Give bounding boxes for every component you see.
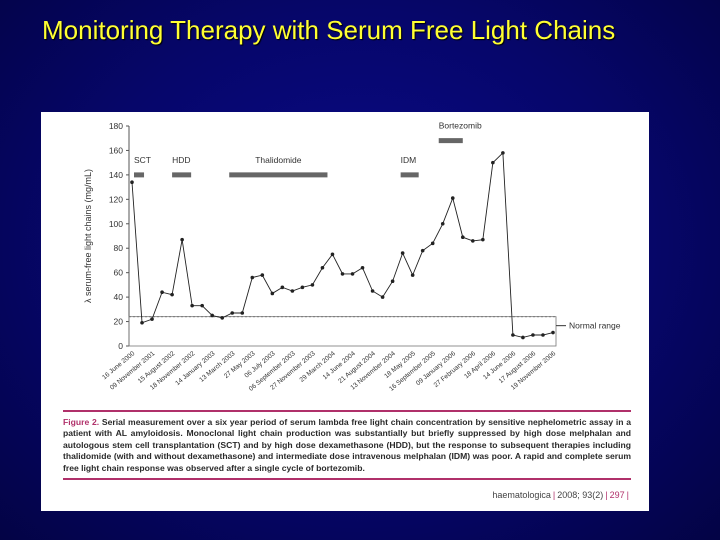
data-point — [210, 313, 214, 318]
data-point — [280, 285, 285, 290]
y-axis-label: λ serum-free light chains (mg/mL) — [83, 169, 93, 303]
data-point — [340, 272, 345, 276]
therapy-label: Bortezomib — [439, 121, 482, 131]
data-point — [260, 273, 265, 277]
journal-citation: haematologica | 2008; 93(2) | 297 | — [492, 490, 629, 500]
data-point — [511, 333, 515, 337]
data-point — [531, 333, 535, 337]
data-point — [471, 239, 475, 243]
data-point — [240, 311, 245, 315]
y-tick-label: 140 — [109, 170, 123, 180]
citation-page: 297 — [609, 490, 625, 500]
data-point — [390, 279, 395, 284]
caption-figure-label: Figure 2. — [63, 417, 100, 427]
data-point — [170, 292, 174, 297]
data-point — [501, 151, 505, 155]
data-point — [190, 303, 194, 308]
data-point — [541, 333, 545, 337]
data-point — [521, 335, 525, 340]
data-point — [370, 289, 375, 293]
y-tick-label: 180 — [109, 121, 123, 131]
data-point — [551, 330, 555, 335]
data-point — [250, 275, 255, 280]
citation-journal: haematologica — [492, 490, 551, 500]
citation-year-volume: 2008; 93(2) — [557, 490, 604, 500]
data-point — [200, 303, 204, 308]
therapy-label: Thalidomide — [255, 155, 302, 165]
data-point — [430, 241, 435, 246]
figure-panel: 0 20 40 60 80 100 120 140 160 180 λ serum-free lig… — [41, 112, 649, 511]
data-point — [491, 160, 495, 165]
data-point — [180, 237, 184, 242]
data-point — [440, 221, 445, 226]
normal-range-label: Normal range — [569, 321, 621, 331]
therapy-label: IDM — [401, 155, 417, 165]
y-tick-label: 60 — [114, 268, 124, 278]
series-line — [131, 151, 554, 338]
caption-text: Serial measurement over a six year perio… — [63, 417, 631, 473]
y-tick-label: 0 — [118, 341, 123, 351]
y-tick-label: 20 — [114, 317, 124, 327]
data-point — [481, 237, 485, 242]
y-tick-label: 40 — [114, 292, 124, 302]
y-tick-label: 80 — [114, 243, 124, 253]
y-tick-label: 120 — [109, 194, 123, 204]
y-tick-label: 160 — [109, 145, 123, 155]
normal-range-box — [128, 316, 557, 347]
data-point — [360, 265, 365, 270]
data-point — [270, 291, 275, 296]
data-point — [320, 265, 325, 270]
therapy-label: SCT — [134, 155, 151, 165]
data-point — [160, 290, 164, 295]
data-point — [230, 311, 235, 315]
free-light-chain-chart: 0 20 40 60 80 100 120 140 160 180 λ serum-free lig… — [83, 121, 621, 393]
data-point — [450, 196, 455, 200]
data-point — [150, 317, 154, 321]
y-tick-label: 100 — [109, 219, 123, 229]
data-point — [400, 251, 405, 255]
figure-caption: Figure 2. Serial measurement over a six … — [63, 410, 631, 481]
data-point — [300, 285, 305, 290]
data-point — [380, 295, 385, 299]
data-point — [290, 289, 295, 293]
data-point — [310, 283, 315, 287]
data-point — [330, 252, 335, 257]
data-point — [140, 320, 144, 325]
data-point — [410, 273, 415, 277]
data-point — [220, 316, 225, 320]
therapy-label: HDD — [172, 155, 190, 165]
data-point — [130, 180, 134, 185]
slide-title: Monitoring Therapy with Serum Free Light… — [42, 15, 616, 45]
data-point — [350, 272, 355, 276]
data-point — [420, 248, 425, 253]
data-point — [460, 235, 465, 240]
